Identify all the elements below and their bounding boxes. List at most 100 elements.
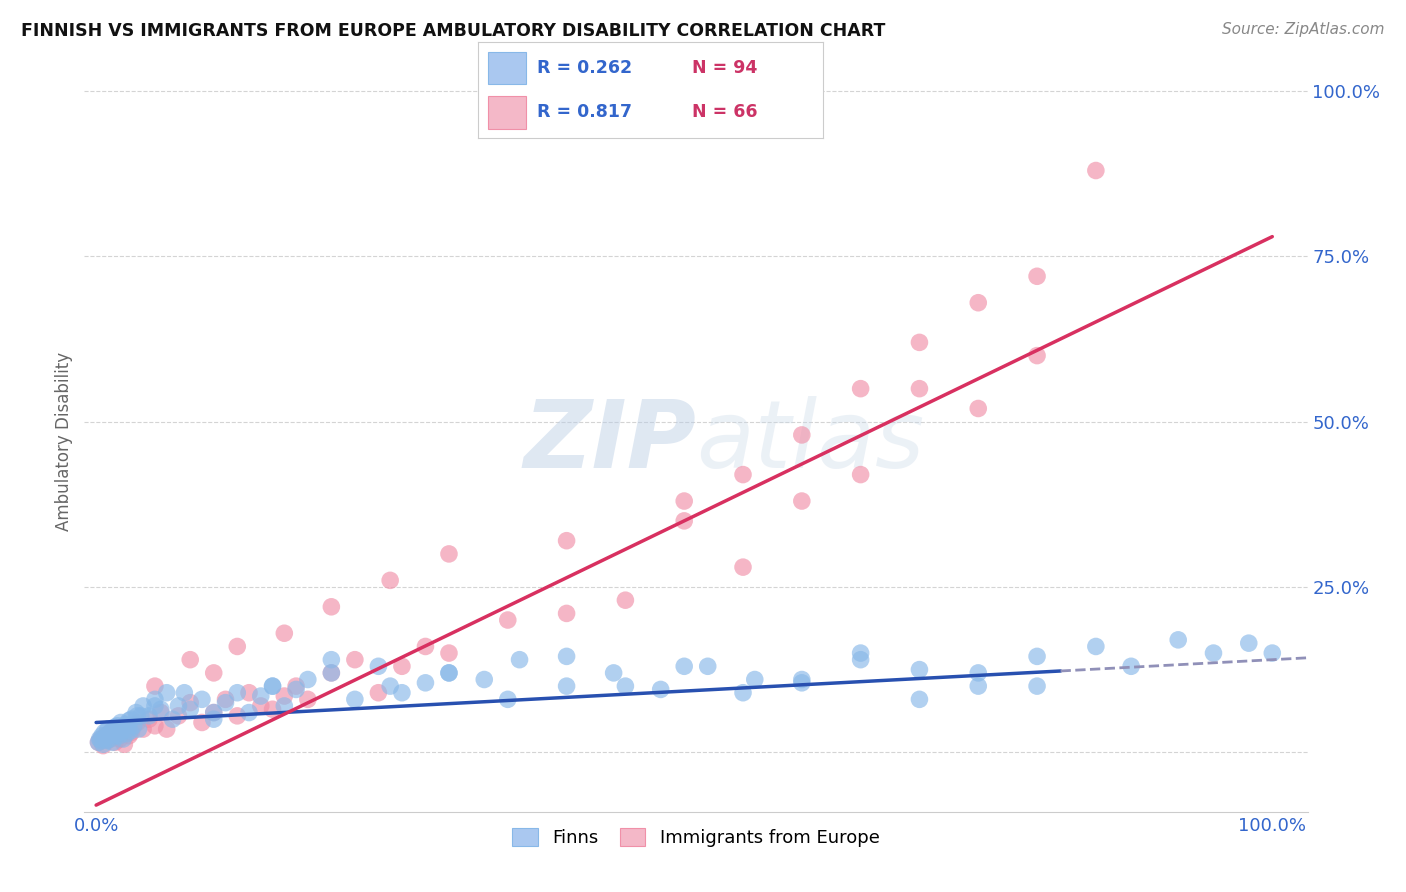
Point [132, 722, 155, 736]
Point [343, 653, 366, 667]
Point [1237, 636, 1260, 650]
Point [790, 673, 813, 687]
Point [380, 679, 402, 693]
Point [167, 709, 190, 723]
Point [849, 467, 872, 482]
Point [202, 706, 225, 720]
Point [91, 739, 114, 753]
Point [214, 696, 236, 710]
Point [179, 702, 201, 716]
Point [249, 689, 271, 703]
Point [108, 729, 131, 743]
Bar [488, 52, 526, 85]
Point [103, 727, 125, 741]
Point [112, 731, 135, 746]
Point [262, 679, 284, 693]
Text: R = 0.817: R = 0.817 [537, 103, 631, 121]
Text: R = 0.262: R = 0.262 [537, 59, 631, 77]
Point [132, 698, 155, 713]
Point [1167, 632, 1189, 647]
Point [650, 682, 672, 697]
Point [273, 698, 295, 713]
Point [214, 692, 236, 706]
Point [104, 720, 127, 734]
Point [967, 665, 990, 680]
Point [115, 727, 138, 741]
Bar [488, 95, 526, 128]
Point [273, 689, 295, 703]
Point [321, 653, 343, 667]
Point [104, 735, 127, 749]
Point [138, 709, 160, 723]
Point [614, 593, 637, 607]
Point [849, 382, 872, 396]
Point [138, 712, 160, 726]
Point [496, 613, 519, 627]
Point [1084, 640, 1107, 654]
Point [105, 729, 128, 743]
Point [149, 702, 172, 716]
Point [202, 706, 225, 720]
Point [908, 663, 931, 677]
Point [367, 659, 389, 673]
Point [127, 722, 149, 736]
Point [115, 719, 138, 733]
Point [191, 715, 214, 730]
Point [143, 719, 166, 733]
Point [118, 729, 141, 743]
Y-axis label: Ambulatory Disability: Ambulatory Disability [55, 352, 73, 531]
Text: N = 66: N = 66 [692, 103, 756, 121]
Text: ZIP: ZIP [523, 395, 696, 488]
Point [89, 731, 111, 746]
Point [127, 715, 149, 730]
Point [555, 679, 578, 693]
Text: Source: ZipAtlas.com: Source: ZipAtlas.com [1222, 22, 1385, 37]
Point [967, 679, 990, 693]
Point [262, 679, 284, 693]
Point [93, 725, 115, 739]
Legend: Finns, Immigrants from Europe: Finns, Immigrants from Europe [505, 822, 887, 855]
Point [790, 675, 813, 690]
Point [120, 725, 142, 739]
Point [129, 709, 152, 723]
Point [1026, 269, 1049, 284]
Point [343, 692, 366, 706]
Point [1121, 659, 1143, 673]
Point [367, 686, 389, 700]
Text: N = 94: N = 94 [692, 59, 756, 77]
Point [114, 717, 136, 731]
Point [437, 665, 460, 680]
Point [1026, 349, 1049, 363]
Point [555, 607, 578, 621]
Point [967, 295, 990, 310]
Point [125, 706, 148, 720]
Point [555, 649, 578, 664]
Point [98, 731, 121, 746]
Point [673, 494, 696, 508]
Point [908, 382, 931, 396]
Point [105, 727, 128, 741]
Point [391, 686, 413, 700]
Point [226, 686, 249, 700]
Point [107, 725, 129, 739]
Point [790, 428, 813, 442]
Point [731, 686, 754, 700]
Point [156, 686, 179, 700]
Point [285, 679, 308, 693]
Point [226, 709, 249, 723]
Point [415, 675, 437, 690]
Point [297, 692, 319, 706]
Point [321, 665, 343, 680]
Point [98, 725, 121, 739]
Point [111, 722, 134, 736]
Point [117, 722, 139, 736]
Point [731, 467, 754, 482]
Point [96, 733, 118, 747]
Point [380, 574, 402, 588]
Point [509, 653, 531, 667]
Point [731, 560, 754, 574]
Point [179, 653, 201, 667]
Point [179, 696, 201, 710]
Point [790, 494, 813, 508]
Point [87, 735, 110, 749]
